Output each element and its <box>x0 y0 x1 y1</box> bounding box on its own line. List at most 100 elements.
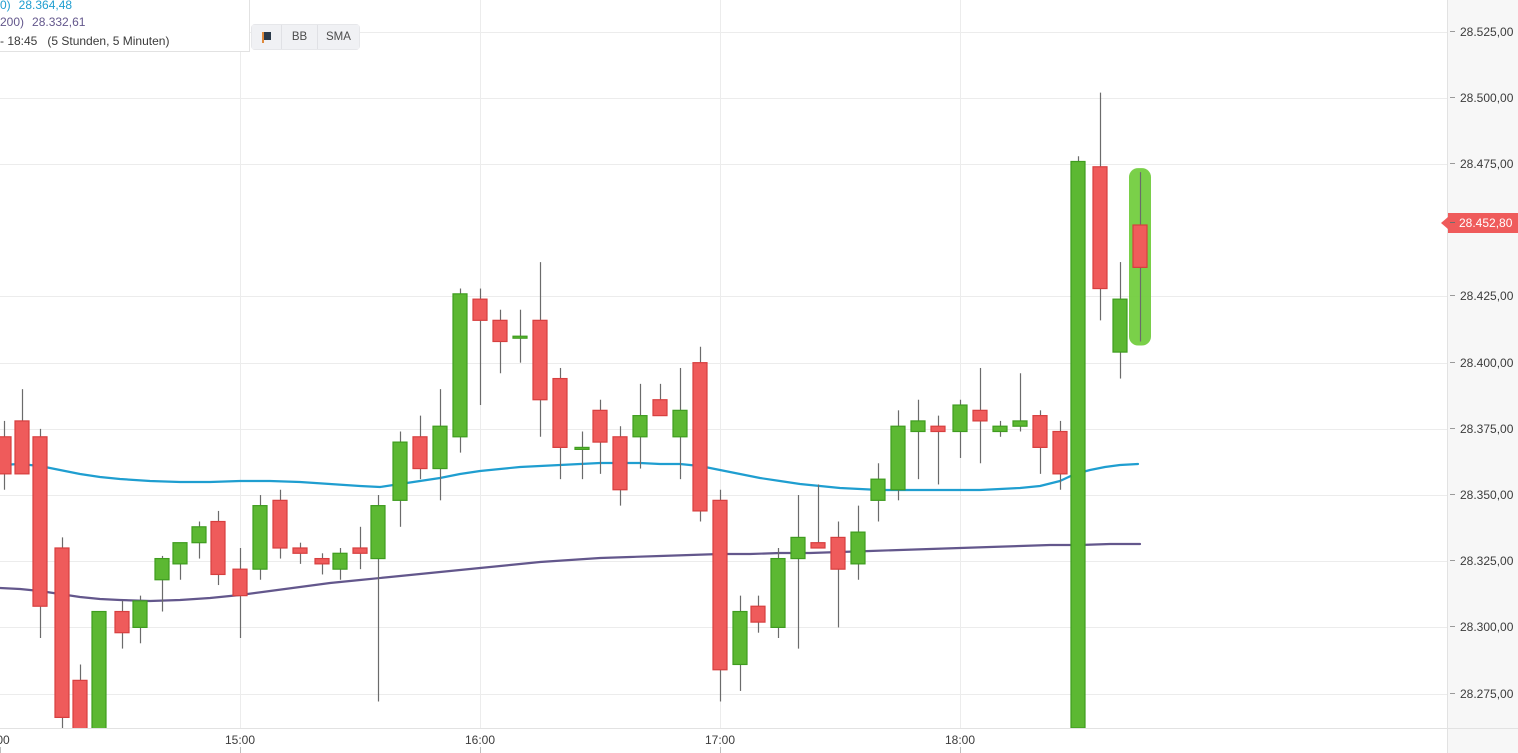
price-axis-tick: 28.400,00 <box>1448 356 1518 370</box>
candle[interactable] <box>910 399 926 480</box>
time-axis[interactable]: :00 15:00 16:00 17:00 18:00 <box>0 728 1447 753</box>
time-axis-tick-label: :00 <box>0 733 10 747</box>
legend-sma-fast-value: 28.364,48 <box>18 0 73 12</box>
candle[interactable] <box>1032 410 1048 474</box>
legend-row-sma-fast: 0) 28.364,48 <box>0 0 249 13</box>
current-price-badge[interactable]: 28.452,80 <box>1441 212 1518 233</box>
price-axis-tick: 28.325,00 <box>1448 554 1518 568</box>
candle[interactable] <box>750 595 766 633</box>
price-axis-tick: 28.500,00 <box>1448 91 1518 105</box>
candle[interactable] <box>252 495 268 580</box>
legend-sma-slow-value: 28.332,61 <box>32 15 86 29</box>
candle[interactable] <box>492 309 508 374</box>
chart-legend: 0) 28.364,48 200) 28.332,61 - 18:45 (5 Stun… <box>0 0 250 52</box>
candle[interactable] <box>314 553 330 575</box>
tick-dash <box>1450 427 1455 429</box>
candle[interactable] <box>0 420 12 490</box>
price-axis-tick: 28.425,00 <box>1448 289 1518 303</box>
legend-row-sma-slow: 200) 28.332,61 <box>0 15 249 30</box>
candle[interactable] <box>632 383 648 469</box>
candle[interactable] <box>532 262 548 437</box>
time-axis-tick-label: 18:00 <box>944 733 976 747</box>
legend-sma-fast-label: 0) <box>0 0 11 12</box>
candle[interactable] <box>154 555 170 612</box>
indicator-toolbar[interactable]: BB SMA <box>252 25 359 49</box>
candle[interactable] <box>930 415 946 485</box>
price-axis-tick: 28.300,00 <box>1448 620 1518 634</box>
flag-icon <box>262 31 271 43</box>
candle[interactable] <box>32 428 48 638</box>
candle[interactable] <box>210 510 226 586</box>
tick-dash <box>1450 163 1455 165</box>
candle[interactable] <box>1129 168 1151 346</box>
gridlines <box>0 0 1447 728</box>
candle[interactable] <box>850 505 866 580</box>
candle[interactable] <box>72 664 88 728</box>
candlestick-chart-svg <box>0 0 1447 728</box>
candle[interactable] <box>1112 262 1128 379</box>
candle[interactable] <box>1012 373 1028 432</box>
price-axis-tick-label: 28.275,00 <box>1460 686 1514 701</box>
time-axis-tick-label: 17:00 <box>704 733 736 747</box>
candle[interactable] <box>14 389 30 475</box>
candle[interactable] <box>972 367 988 464</box>
candle[interactable] <box>412 415 428 480</box>
tick-dash <box>1450 560 1455 562</box>
time-tick-dash <box>720 747 721 753</box>
candle[interactable] <box>1070 156 1086 728</box>
tick-dash <box>1450 295 1455 297</box>
candle[interactable] <box>672 367 688 480</box>
price-axis[interactable]: 28.525,00 28.500,00 28.475,00 28.425,00 28.4… <box>1441 0 1518 728</box>
price-axis-tick-label: 28.325,00 <box>1460 554 1514 569</box>
candle[interactable] <box>612 426 628 506</box>
moving-average-lines <box>0 461 1142 603</box>
candle[interactable] <box>432 389 448 501</box>
time-tick-dash <box>0 747 1 753</box>
candle[interactable] <box>91 610 107 728</box>
price-axis-tick: 28.350,00 <box>1448 488 1518 502</box>
candle[interactable] <box>592 399 608 474</box>
candle[interactable] <box>692 346 708 522</box>
candle[interactable] <box>352 526 368 570</box>
axis-corner <box>1447 728 1518 753</box>
candle[interactable] <box>1092 92 1108 321</box>
candle[interactable] <box>870 463 886 522</box>
candle[interactable] <box>191 521 207 559</box>
tick-dash <box>1450 626 1455 628</box>
candle-series <box>0 92 1151 728</box>
candle[interactable] <box>472 288 488 406</box>
candle[interactable] <box>132 595 148 644</box>
candle[interactable] <box>712 489 728 702</box>
candle[interactable] <box>392 431 408 527</box>
legend-row-timeframe: - 18:45 (5 Stunden, 5 Minuten) <box>0 34 249 49</box>
candle[interactable] <box>114 600 130 649</box>
candle[interactable] <box>272 489 288 559</box>
candle[interactable] <box>232 547 248 638</box>
candle[interactable] <box>810 484 826 549</box>
candle[interactable] <box>172 542 188 580</box>
candle[interactable] <box>54 537 70 728</box>
candle[interactable] <box>574 431 590 480</box>
candle[interactable] <box>292 542 308 564</box>
bollinger-bands-button[interactable]: BB <box>282 25 318 49</box>
chart-plot-area[interactable] <box>0 0 1447 728</box>
candle[interactable] <box>452 288 468 453</box>
legend-time-range: - 18:45 <box>0 34 38 48</box>
candle[interactable] <box>992 420 1008 437</box>
sma-button[interactable]: SMA <box>318 25 359 49</box>
candle[interactable] <box>552 367 568 480</box>
candle[interactable] <box>1052 420 1068 490</box>
candle[interactable] <box>732 595 748 691</box>
candle[interactable] <box>652 383 668 417</box>
candle[interactable] <box>890 410 906 501</box>
candle[interactable] <box>370 495 386 702</box>
flag-icon-button[interactable] <box>252 25 282 49</box>
candle[interactable] <box>790 495 806 649</box>
price-axis-tick: 28.275,00 <box>1448 687 1518 701</box>
candle[interactable] <box>952 399 968 458</box>
candle[interactable] <box>512 309 528 363</box>
candle[interactable] <box>770 547 786 638</box>
candle[interactable] <box>830 521 846 628</box>
candle[interactable] <box>332 547 348 580</box>
